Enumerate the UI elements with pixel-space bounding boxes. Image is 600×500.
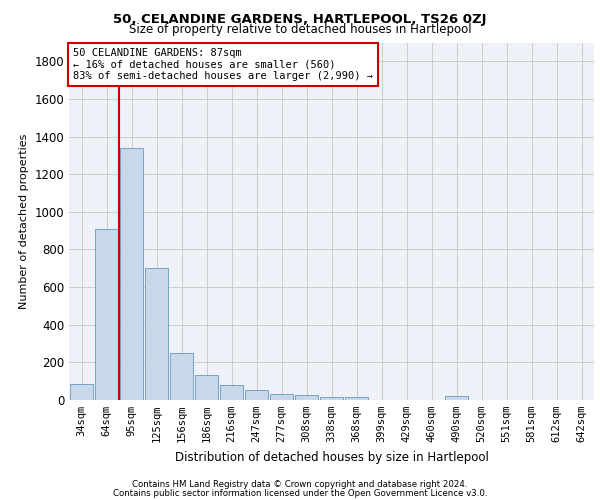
Bar bbox=[220, 385, 243, 400]
Text: 50 CELANDINE GARDENS: 87sqm
← 16% of detached houses are smaller (560)
83% of se: 50 CELANDINE GARDENS: 87sqm ← 16% of det… bbox=[73, 48, 373, 81]
Y-axis label: Number of detached properties: Number of detached properties bbox=[19, 134, 29, 309]
Text: Size of property relative to detached houses in Hartlepool: Size of property relative to detached ho… bbox=[128, 22, 472, 36]
Bar bbox=[145, 268, 168, 400]
Bar bbox=[195, 374, 218, 400]
Text: Contains public sector information licensed under the Open Government Licence v3: Contains public sector information licen… bbox=[113, 488, 487, 498]
Bar bbox=[170, 353, 193, 400]
Bar bbox=[270, 394, 293, 400]
Bar bbox=[245, 390, 268, 400]
Bar bbox=[320, 396, 343, 400]
Bar bbox=[345, 397, 368, 400]
Text: 50, CELANDINE GARDENS, HARTLEPOOL, TS26 0ZJ: 50, CELANDINE GARDENS, HARTLEPOOL, TS26 … bbox=[113, 12, 487, 26]
Bar bbox=[120, 148, 143, 400]
X-axis label: Distribution of detached houses by size in Hartlepool: Distribution of detached houses by size … bbox=[175, 450, 488, 464]
Bar bbox=[95, 229, 118, 400]
Bar bbox=[445, 396, 468, 400]
Bar bbox=[70, 384, 93, 400]
Text: Contains HM Land Registry data © Crown copyright and database right 2024.: Contains HM Land Registry data © Crown c… bbox=[132, 480, 468, 489]
Bar bbox=[295, 396, 318, 400]
